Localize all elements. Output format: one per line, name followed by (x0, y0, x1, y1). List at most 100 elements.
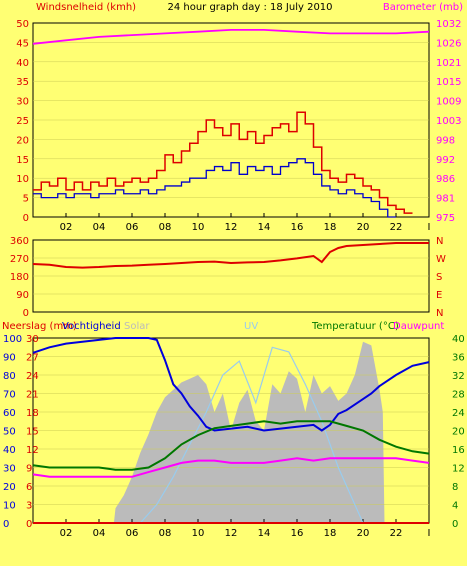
wind-tick-label: 15 (16, 155, 29, 166)
rain-axis-label: Neerslag (mm) (2, 321, 77, 332)
rain-tick-label: 6 (26, 482, 32, 493)
barometer-tick-label: 986 (436, 174, 455, 185)
wind-direction-line (32, 242, 429, 269)
wind-x-tick-label: 06 (126, 222, 139, 233)
barometer-line (32, 28, 430, 45)
temperature-tick-label: 12 (452, 464, 465, 475)
temperature-x-tick-label: I (428, 528, 431, 539)
graph-title: 24 hour graph day : 18 July 2010 (167, 2, 332, 13)
direction-tick-label: 0 (23, 308, 29, 319)
barometer-tick-label: 992 (436, 155, 455, 166)
humidity-tick-label: 20 (3, 482, 16, 493)
compass-label: N (436, 308, 443, 319)
dewpoint-axis-label: Dauwpunt (393, 321, 444, 332)
rain-tick-label: 9 (26, 464, 32, 475)
compass-label: E (436, 290, 442, 301)
temperature-tick-label: 4 (452, 501, 458, 512)
uv-axis-label: UV (244, 321, 258, 332)
humidity-tick-label: 90 (3, 353, 16, 364)
temperature-x-tick-label: 20 (357, 528, 370, 539)
humidity-tick-label: 0 (3, 519, 9, 530)
wind-x-tick-label: 20 (357, 222, 370, 233)
humidity-tick-label: 100 (3, 334, 22, 345)
rain-tick-label: 27 (26, 353, 39, 364)
humidity-tick-label: 60 (3, 408, 16, 419)
wind-tick-label: 30 (16, 97, 29, 108)
wind-tick-label: 25 (16, 116, 29, 127)
barometer-tick-label: 1009 (436, 97, 461, 108)
compass-label: N (436, 236, 443, 247)
barometer-tick-label: 1026 (436, 38, 461, 49)
temperature-tick-label: 20 (452, 427, 465, 438)
wind-x-tick-label: 22 (390, 222, 403, 233)
direction-tick-label: 270 (10, 254, 29, 265)
temperature-tick-label: 40 (452, 334, 465, 345)
wind-x-tick-label: 18 (324, 222, 337, 233)
temperature-tick-label: 0 (452, 519, 458, 530)
temperature-x-tick-label: 04 (93, 528, 106, 539)
humidity-tick-label: 30 (3, 464, 16, 475)
temperature-x-tick-label: 06 (126, 528, 139, 539)
temperature-line (32, 420, 430, 471)
temperature-x-tick-label: 16 (291, 528, 304, 539)
humidity-tick-label: 40 (3, 445, 16, 456)
temperature-x-tick-label: 12 (225, 528, 238, 539)
solar-axis-label: Solar (124, 321, 150, 332)
wind-tick-label: 5 (23, 194, 29, 205)
wind-x-tick-label: 12 (225, 222, 238, 233)
wind-x-tick-label: 16 (291, 222, 304, 233)
barometer-axis-label: Barometer (mb) (383, 2, 463, 13)
barometer-tick-label: 1015 (436, 77, 461, 88)
direction-tick-label: 90 (16, 290, 29, 301)
rain-tick-label: 3 (26, 501, 32, 512)
humidity-tick-label: 10 (3, 501, 16, 512)
wind-tick-label: 40 (16, 58, 29, 69)
wind-x-tick-label: 04 (93, 222, 106, 233)
temperature-tick-label: 36 (452, 353, 465, 364)
temperature-tick-label: 24 (452, 408, 465, 419)
rain-tick-label: 12 (26, 445, 39, 456)
barometer-tick-label: 998 (436, 135, 455, 146)
rain-tick-label: 21 (26, 390, 39, 401)
wind-tick-label: 10 (16, 174, 29, 185)
temperature-x-tick-label: 10 (192, 528, 205, 539)
temperature-x-tick-label: 02 (60, 528, 73, 539)
compass-label: W (436, 254, 446, 265)
rain-tick-label: 24 (26, 371, 39, 382)
rain-tick-label: 30 (26, 334, 39, 345)
direction-tick-label: 360 (10, 236, 29, 247)
wind-x-tick-label: 08 (159, 222, 172, 233)
humidity-line (32, 337, 430, 432)
wind-x-tick-label: 10 (192, 222, 205, 233)
direction-tick-label: 180 (10, 272, 29, 283)
wind-x-tick-label: 14 (258, 222, 271, 233)
wind-x-tick-label: I (428, 222, 431, 233)
humidity-tick-label: 70 (3, 390, 16, 401)
temperature-axis-label: Temperatuur (°C) (311, 321, 399, 332)
wind-axis-label: Windsnelheid (kmh) (36, 2, 136, 13)
temperature-x-tick-label: 08 (159, 528, 172, 539)
uv-line (139, 346, 364, 524)
temperature-tick-label: 32 (452, 371, 465, 382)
rain-tick-label: 18 (26, 408, 39, 419)
humidity-tick-label: 50 (3, 427, 16, 438)
wind-tick-label: 35 (16, 77, 29, 88)
barometer-tick-label: 975 (436, 213, 455, 224)
humidity-axis-label: Vochtigheid (62, 321, 121, 332)
barometer-tick-label: 1021 (436, 58, 461, 69)
compass-label: S (436, 272, 442, 283)
wind-tick-label: 20 (16, 135, 29, 146)
wind-x-tick-label: 02 (60, 222, 73, 233)
temperature-tick-label: 16 (452, 445, 465, 456)
temperature-x-tick-label: 18 (324, 528, 337, 539)
barometer-tick-label: 981 (436, 194, 455, 205)
wind-gust-line (33, 158, 396, 218)
barometer-tick-label: 1003 (436, 116, 461, 127)
temperature-tick-label: 28 (452, 390, 465, 401)
barometer-tick-label: 1032 (436, 19, 461, 30)
temperature-x-tick-label: 22 (390, 528, 403, 539)
wind-speed-line (33, 111, 413, 214)
wind-tick-label: 45 (16, 38, 29, 49)
humidity-tick-label: 80 (3, 371, 16, 382)
